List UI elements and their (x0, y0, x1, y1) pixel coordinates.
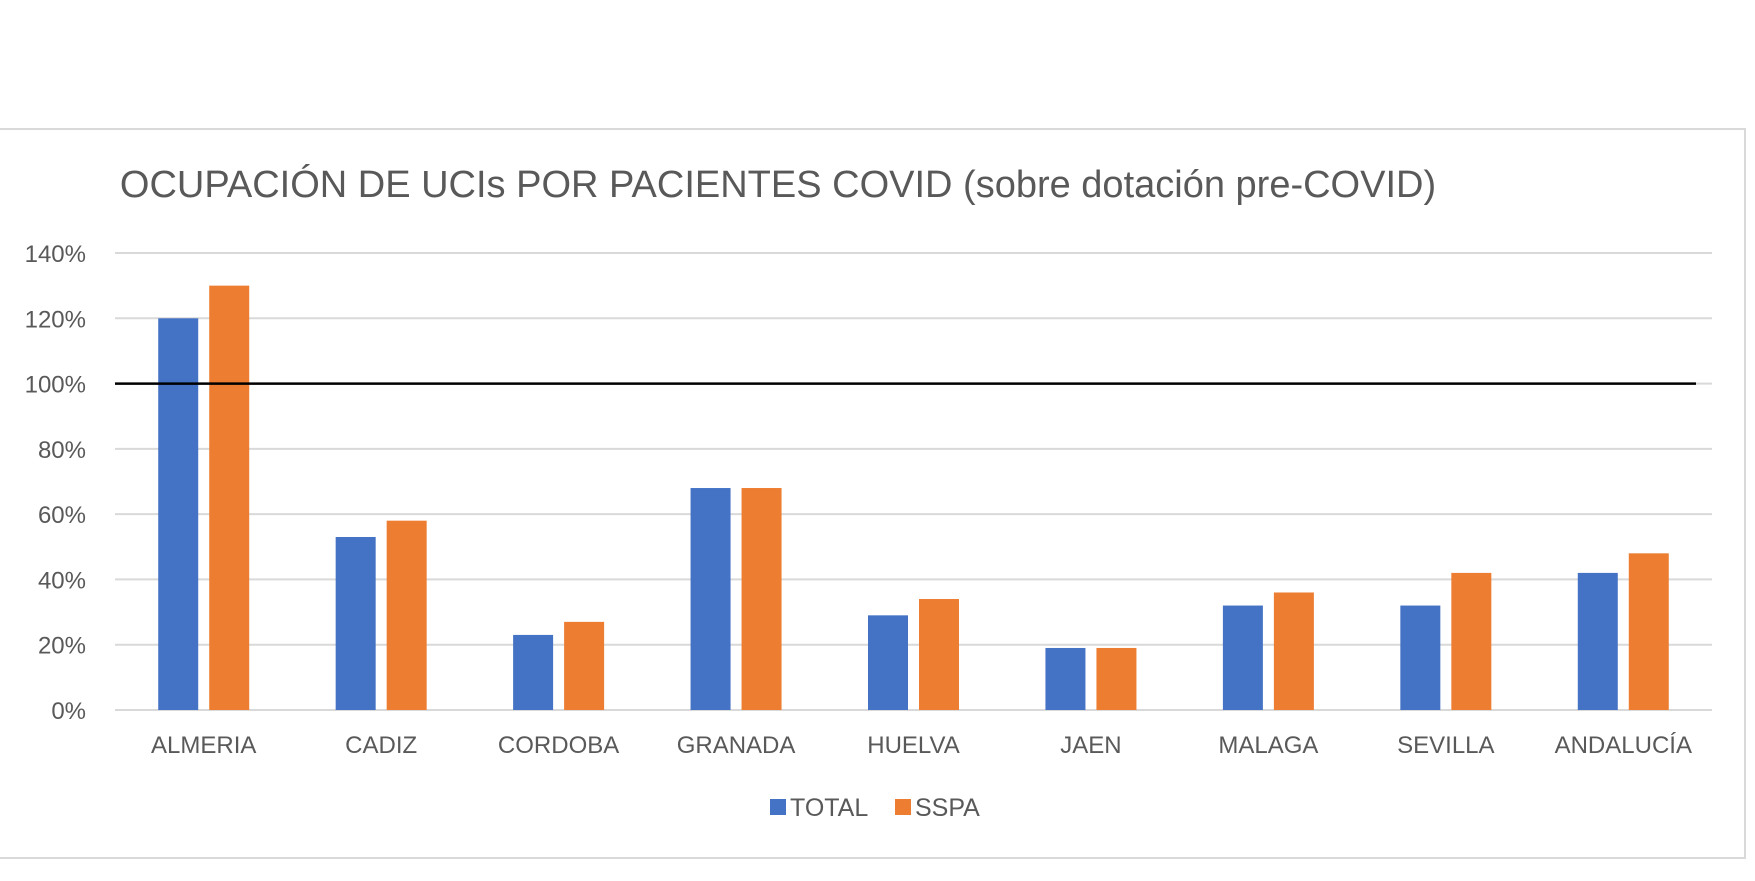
y-tick-label: 80% (38, 437, 86, 464)
bar-total-huelva (868, 615, 908, 710)
x-category-label: MALAGA (1218, 732, 1318, 759)
bar-total-andalucía (1577, 572, 1618, 710)
bar-total-granada (690, 488, 731, 710)
y-tick-label: 100% (25, 372, 86, 399)
x-category-label: ANDALUCÍA (1555, 732, 1692, 759)
chart-frame (0, 128, 1746, 859)
x-category-label: CORDOBA (498, 732, 619, 759)
bar-sspa-cordoba (564, 621, 605, 710)
bar-total-almeria (158, 318, 199, 710)
x-category-label: GRANADA (677, 732, 796, 759)
legend-swatch-sspa (895, 799, 911, 815)
x-category-label: CADIZ (345, 732, 417, 759)
x-category-label: HUELVA (867, 732, 959, 759)
y-tick-label: 40% (38, 567, 86, 594)
bar-sspa-huelva (919, 599, 959, 710)
x-axis-categories: ALMERIA CADIZ CORDOBA GRANADA HUELVA JAEN MALA… (151, 732, 1692, 759)
bar-total-sevilla (1400, 605, 1441, 710)
bar-total-jaen (1045, 647, 1086, 710)
bar-sspa-almeria (209, 285, 250, 710)
bar-total-cadiz (335, 536, 376, 710)
bar-sspa-jaen (1096, 647, 1137, 710)
y-tick-label: 140% (25, 241, 86, 268)
y-axis-ticks: 0% 20% 40% 60% 80% 100% 120% 140% (25, 241, 86, 725)
bar-sspa-cadiz (386, 520, 427, 710)
legend-label-total: TOTAL (790, 794, 868, 822)
legend: TOTAL SSPA (770, 794, 980, 822)
x-category-label: JAEN (1060, 732, 1121, 759)
x-category-label: ALMERIA (151, 732, 256, 759)
bars (158, 285, 1669, 710)
bar-total-cordoba (513, 634, 554, 710)
bar-sspa-granada (741, 488, 782, 710)
chart-title: OCUPACIÓN DE UCIs POR PACIENTES COVID (s… (120, 163, 1436, 206)
legend-label-sspa: SSPA (915, 794, 980, 822)
legend-swatch-total (770, 799, 786, 815)
y-tick-label: 0% (51, 698, 86, 725)
y-tick-label: 120% (25, 306, 86, 333)
bar-total-malaga (1222, 605, 1263, 710)
y-tick-label: 20% (38, 633, 86, 660)
bar-sspa-sevilla (1451, 572, 1492, 710)
x-category-label: SEVILLA (1397, 732, 1494, 759)
bar-sspa-malaga (1273, 592, 1314, 710)
y-tick-label: 60% (38, 502, 86, 529)
bar-sspa-andalucía (1628, 553, 1669, 710)
